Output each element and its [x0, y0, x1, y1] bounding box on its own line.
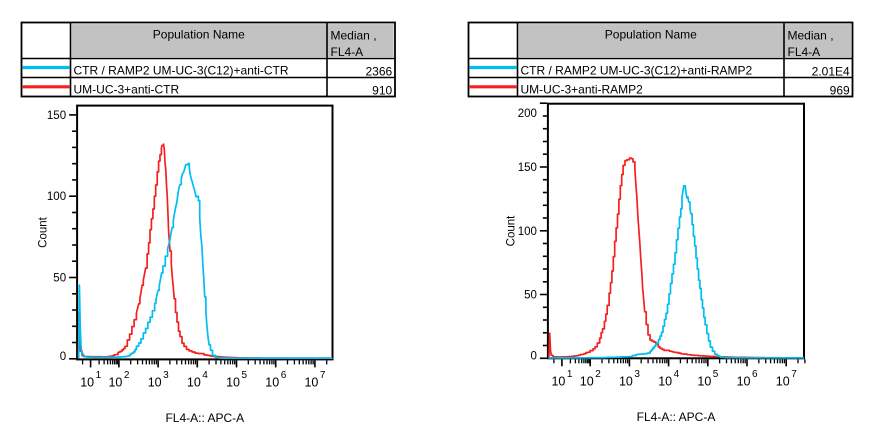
svg-text:2: 2	[124, 370, 130, 381]
svg-text:Count: Count	[38, 216, 50, 247]
svg-text:1: 1	[567, 369, 573, 380]
svg-text:10: 10	[580, 374, 594, 388]
svg-text:UM-UC-3+anti-RAMP2: UM-UC-3+anti-RAMP2	[521, 82, 644, 96]
svg-text:10: 10	[226, 375, 240, 389]
svg-text:50: 50	[524, 290, 537, 302]
svg-text:7: 7	[791, 369, 797, 380]
svg-text:5: 5	[242, 370, 248, 381]
svg-text:4: 4	[202, 370, 208, 381]
svg-text:10: 10	[776, 374, 790, 388]
svg-text:150: 150	[518, 162, 537, 174]
svg-text:7: 7	[320, 370, 326, 381]
svg-text:4: 4	[674, 369, 680, 380]
svg-text:0: 0	[60, 351, 66, 363]
svg-text:10: 10	[658, 374, 672, 388]
svg-text:10: 10	[737, 374, 751, 388]
svg-text:200: 200	[518, 108, 537, 120]
svg-text:910: 910	[372, 83, 392, 97]
svg-text:10: 10	[265, 375, 279, 389]
svg-text:10: 10	[148, 375, 162, 389]
svg-text:50: 50	[53, 273, 66, 285]
svg-text:FL4-A: FL4-A	[788, 45, 821, 59]
svg-text:FL4-A:: APC-A: FL4-A:: APC-A	[637, 410, 716, 424]
svg-text:3: 3	[163, 370, 169, 381]
svg-text:UM-UC-3+anti-CTR: UM-UC-3+anti-CTR	[74, 82, 180, 96]
svg-text:2: 2	[595, 369, 601, 380]
svg-text:FL4-A: FL4-A	[331, 45, 364, 59]
svg-text:Population Name: Population Name	[605, 28, 697, 42]
svg-text:6: 6	[752, 369, 758, 380]
svg-text:10: 10	[80, 375, 94, 389]
svg-text:100: 100	[47, 191, 66, 203]
svg-text:10: 10	[108, 375, 122, 389]
svg-text:2366: 2366	[365, 65, 392, 79]
svg-text:10: 10	[551, 374, 565, 388]
svg-text:10: 10	[619, 374, 633, 388]
svg-text:3: 3	[634, 369, 640, 380]
svg-text:CTR / RAMP2 UM-UC-3(C12)+anti-: CTR / RAMP2 UM-UC-3(C12)+anti-RAMP2	[521, 64, 753, 78]
svg-text:FL4-A:: APC-A: FL4-A:: APC-A	[165, 411, 244, 425]
svg-text:6: 6	[281, 370, 287, 381]
svg-text:150: 150	[47, 110, 66, 122]
svg-text:Count: Count	[506, 215, 518, 246]
svg-text:2.01E4: 2.01E4	[812, 65, 850, 79]
svg-text:10: 10	[187, 375, 201, 389]
svg-text:10: 10	[697, 374, 711, 388]
svg-text:969: 969	[830, 83, 850, 97]
svg-text:100: 100	[518, 226, 537, 238]
svg-text:5: 5	[713, 369, 719, 380]
svg-text:10: 10	[304, 375, 318, 389]
svg-text:Population Name: Population Name	[153, 28, 245, 42]
svg-text:CTR / RAMP2 UM-UC-3(C12)+anti-: CTR / RAMP2 UM-UC-3(C12)+anti-CTR	[74, 64, 289, 78]
svg-text:0: 0	[530, 351, 536, 363]
svg-text:Median ,: Median ,	[331, 29, 377, 43]
svg-text:1: 1	[96, 370, 102, 381]
svg-text:Median ,: Median ,	[788, 29, 834, 43]
